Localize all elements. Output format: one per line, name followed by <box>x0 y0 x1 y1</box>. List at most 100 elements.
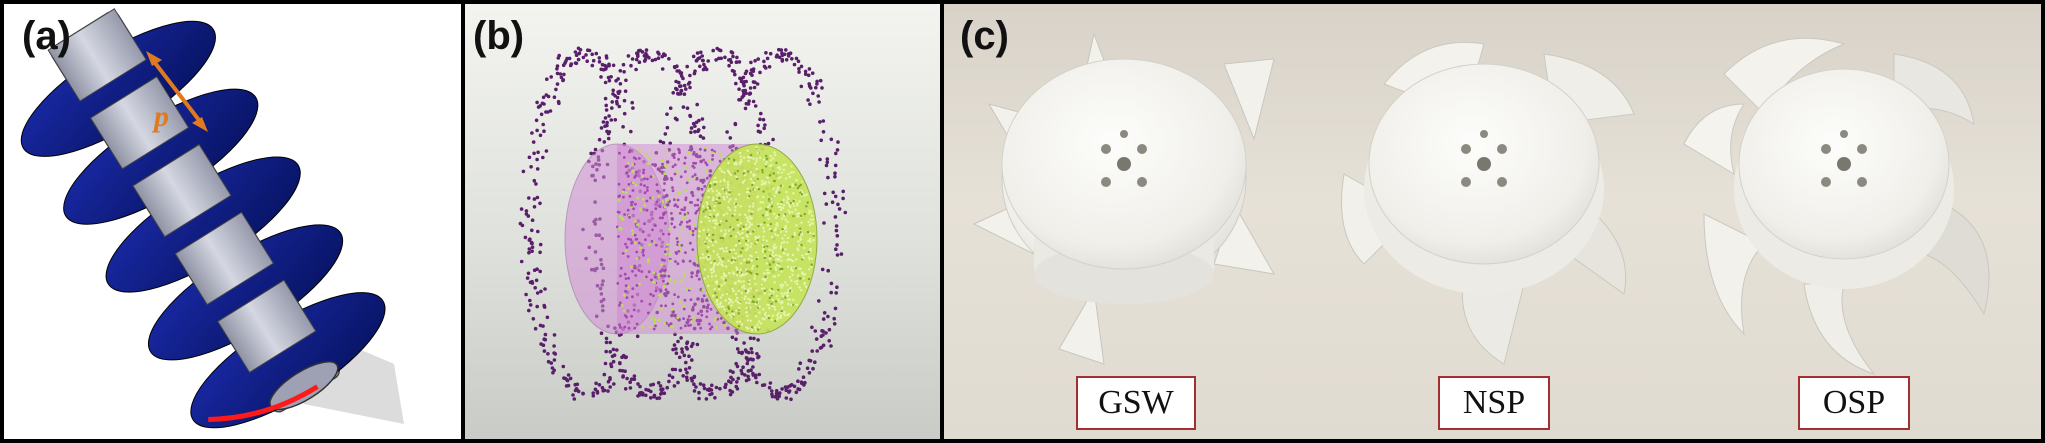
particle <box>555 67 559 71</box>
particle <box>638 157 641 160</box>
particle <box>774 233 777 236</box>
particle <box>749 306 752 309</box>
particle <box>665 247 669 251</box>
particle <box>762 195 765 199</box>
particle <box>791 259 795 263</box>
particle <box>635 322 639 326</box>
particle <box>722 272 726 275</box>
particle <box>631 189 635 192</box>
particle <box>781 227 784 231</box>
particle <box>768 51 773 56</box>
particle <box>748 221 751 224</box>
particle <box>771 304 774 308</box>
particle <box>719 259 722 262</box>
particle <box>552 358 557 362</box>
particle <box>790 165 793 168</box>
particle <box>723 55 727 60</box>
particle <box>735 309 738 312</box>
particle <box>701 383 706 388</box>
particle <box>756 129 761 134</box>
pitch-arrow-head-top <box>146 51 162 66</box>
particle <box>552 333 557 337</box>
particle <box>742 225 745 228</box>
particle <box>764 181 767 184</box>
particle <box>734 281 737 284</box>
particle <box>676 316 680 320</box>
pitch-arrow-head-bottom <box>192 117 208 132</box>
particle <box>538 242 543 247</box>
particle <box>649 175 653 179</box>
particle <box>622 309 626 313</box>
particle <box>535 157 539 162</box>
particle <box>638 384 642 389</box>
particle <box>802 256 805 260</box>
particle <box>625 245 629 249</box>
particle <box>755 167 758 171</box>
particle <box>630 241 634 245</box>
particle <box>810 210 813 213</box>
particle <box>630 314 633 318</box>
particle <box>524 292 528 297</box>
particle <box>678 151 681 155</box>
particle <box>642 168 646 172</box>
particle <box>778 264 781 268</box>
particle <box>699 326 703 330</box>
particle <box>745 272 748 276</box>
particle <box>773 281 776 284</box>
particle <box>710 391 714 396</box>
particle <box>783 292 786 295</box>
particle <box>705 176 709 180</box>
particle <box>821 317 826 321</box>
particle <box>822 311 827 315</box>
particle <box>722 195 726 199</box>
particle <box>707 284 710 287</box>
particle <box>829 281 834 286</box>
particle <box>727 161 730 165</box>
particle <box>694 120 699 125</box>
particle <box>664 165 668 169</box>
particle <box>645 275 648 279</box>
particle <box>714 291 717 295</box>
particle <box>759 111 763 116</box>
particle <box>684 156 687 160</box>
particle <box>778 191 781 194</box>
particle <box>743 259 746 262</box>
particle <box>667 274 671 278</box>
particle <box>653 164 657 168</box>
particle <box>688 219 692 223</box>
particle <box>787 209 790 212</box>
particle <box>685 181 689 185</box>
particle <box>658 216 662 220</box>
particle <box>659 289 663 292</box>
particle <box>644 48 649 52</box>
sample-label-osp: OSP <box>1798 376 1910 430</box>
particle <box>707 246 710 249</box>
particle <box>724 265 728 268</box>
particle <box>597 60 602 64</box>
particle <box>762 238 765 242</box>
particle <box>717 191 720 195</box>
particle <box>667 57 671 61</box>
particle <box>807 239 810 243</box>
particle <box>843 210 848 215</box>
particle <box>740 323 744 326</box>
particle <box>769 222 773 226</box>
particle <box>759 207 762 210</box>
particle <box>740 291 743 295</box>
particle <box>623 89 628 93</box>
particle <box>696 128 701 132</box>
particle <box>654 224 657 228</box>
particle <box>738 271 741 274</box>
particle <box>682 260 685 263</box>
particle <box>637 48 641 53</box>
particle <box>662 188 666 192</box>
particle <box>711 198 715 202</box>
particle <box>749 171 753 174</box>
particle <box>695 102 699 107</box>
particle <box>824 163 829 168</box>
particle <box>690 275 694 279</box>
particle <box>633 241 637 245</box>
particle <box>710 182 713 185</box>
particle <box>604 349 608 354</box>
particle <box>708 322 711 326</box>
